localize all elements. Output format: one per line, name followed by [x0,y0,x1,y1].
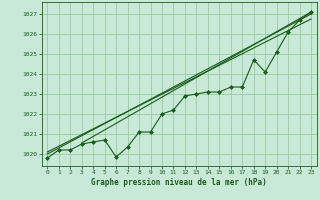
X-axis label: Graphe pression niveau de la mer (hPa): Graphe pression niveau de la mer (hPa) [91,178,267,187]
